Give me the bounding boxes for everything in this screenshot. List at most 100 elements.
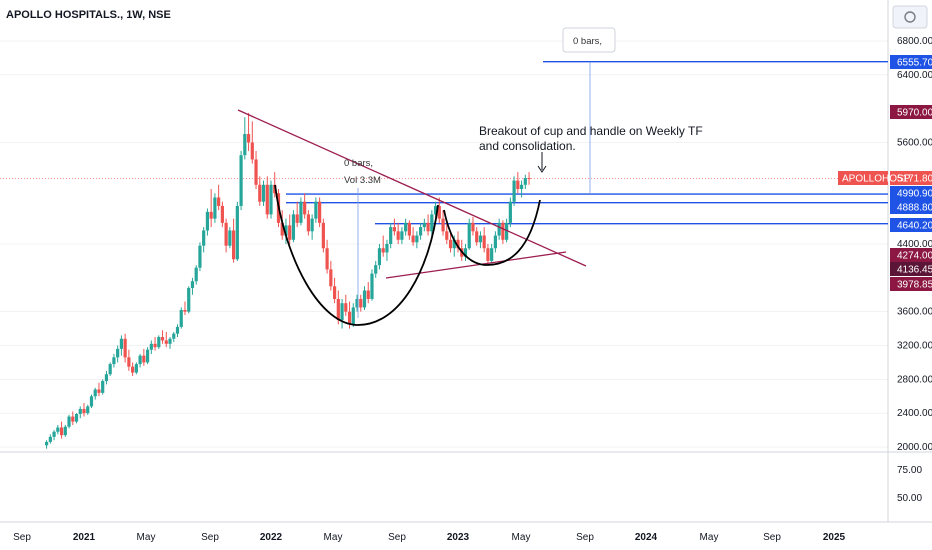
time-axis-label: May [324,532,343,543]
candle-body [501,222,505,240]
candle [426,214,430,236]
candle-body [213,197,217,219]
drawings [237,62,591,326]
candle [359,294,363,312]
price-tag-label: 4990.90 [897,189,932,200]
price-tag-label: 5171.80 [897,174,932,185]
candle [299,197,303,226]
annotation-breakout-line1: Breakout of cup and handle on Weekly TF [479,124,703,138]
price-tag: 4888.80 [890,200,932,214]
candle-body [359,298,363,308]
candle [187,286,191,314]
cup-curve [274,184,439,326]
candle [86,404,90,415]
candle [344,294,348,316]
candle-body [419,227,423,236]
candle-body [168,338,172,344]
candle [97,382,101,397]
candle-body [303,201,307,215]
candle [138,353,142,368]
indicator-axis-tick: 50.00 [897,493,922,504]
candle [433,201,438,219]
candle [63,425,67,437]
breakout-arrow-head [537,165,547,173]
price-tag: 3978.85 [890,277,932,291]
price-tag-label: 4640.20 [897,221,932,232]
candle [112,353,116,368]
candle-body [183,309,187,312]
candle [419,222,423,240]
price-axis-tick: 5600.00 [897,138,932,149]
candle-body [235,205,239,260]
candle [523,174,527,190]
candle [351,303,355,327]
candle [512,176,516,206]
price-tag-box [890,55,932,69]
candle [119,335,123,356]
candle-body [497,222,501,236]
candle [389,222,393,249]
candle-body [138,355,142,365]
price-tag-label: 6555.70 [897,58,932,69]
candle [362,286,367,310]
time-axis-label: Sep [13,532,31,543]
candle-body [209,211,213,219]
candle [145,347,150,365]
candle-body [127,357,131,367]
candle-body [284,225,288,236]
candle [329,260,333,291]
candle [291,210,296,243]
settings-icon[interactable] [892,5,928,29]
candle [254,150,258,190]
candle-body [175,326,180,334]
candle [175,324,180,338]
candle [306,210,310,236]
candle [157,335,161,349]
candle-body [426,222,430,232]
candle-body [351,307,355,325]
candle-body [344,303,348,312]
candle-body [71,416,75,422]
candle [407,220,411,240]
candle [179,307,183,329]
candle-body [318,201,322,223]
candle-body [411,235,415,243]
time-axis-label: Sep [388,532,406,543]
candle [355,294,359,312]
candle-body [321,222,325,249]
candle-body [246,134,251,143]
grid [0,0,932,523]
candle [224,218,228,253]
candle [321,218,325,253]
candle-body [82,408,86,414]
candle-body [123,338,127,358]
candle [467,218,471,250]
candle-body [325,248,329,270]
candle [131,362,135,376]
candle-body [415,235,419,243]
candle [392,218,397,236]
time-axis: Sep 2021 May Sep 2022 May Sep 2023 May Sep 2024 May… [13,532,845,543]
candle [220,201,224,228]
candle [448,231,453,253]
candle [217,184,221,211]
candle [284,218,288,244]
candle-body [108,364,112,375]
candle-body [67,416,71,427]
candle-body [370,273,374,299]
candle [213,193,217,223]
candle-body [265,184,269,215]
price-axis-tick: 2000.00 [897,442,932,453]
candle [471,216,475,236]
candle [415,231,419,249]
time-axis-label: May [137,532,156,543]
price-tag-box [890,200,932,214]
measure-bars-label-top: 0 bars, [573,36,602,47]
candle-body [291,214,296,240]
time-axis-label: 2022 [260,532,283,543]
candle [202,227,206,253]
price-tag-box [890,105,932,119]
candle-body [441,218,445,232]
candle [142,348,146,366]
